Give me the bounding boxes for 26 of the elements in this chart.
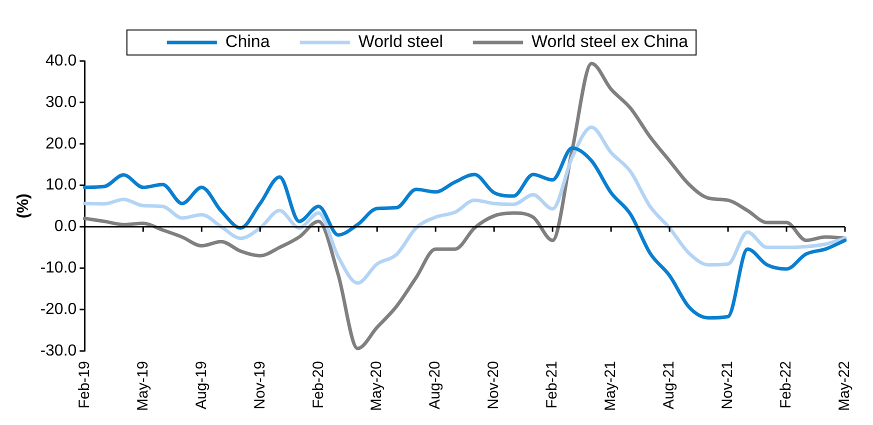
y-tick-label: 20.0 <box>46 135 77 152</box>
x-tick-label: Aug-19 <box>192 360 210 410</box>
y-tick-label: 30.0 <box>46 94 77 111</box>
x-tick-label: Feb-22 <box>778 360 795 409</box>
x-tick-label: May-19 <box>134 360 152 412</box>
legend-label: China <box>225 32 270 52</box>
y-tick-label: 40.0 <box>46 52 77 70</box>
x-tick-label: Aug-21 <box>660 360 678 410</box>
x-tick-label: Aug-20 <box>426 360 444 410</box>
x-tick-label: May-20 <box>368 360 386 412</box>
y-tick-label: 10.0 <box>46 176 77 194</box>
legend-label: World steel ex China <box>532 32 689 52</box>
x-tick-label: Nov-20 <box>485 360 502 410</box>
y-tick-label: -20.0 <box>40 300 77 318</box>
legend-label: World steel <box>358 32 444 52</box>
x-tick-label: Nov-19 <box>251 360 268 410</box>
y-tick-label: -30.0 <box>40 342 77 360</box>
x-tick-label: Feb-19 <box>76 360 93 409</box>
y-tick-label: -10.0 <box>40 260 77 277</box>
y-axis-title: (%) <box>15 194 32 218</box>
x-tick-label: May-21 <box>602 360 620 412</box>
x-tick-label: May-22 <box>836 360 854 412</box>
x-tick-label: Feb-20 <box>310 360 327 409</box>
y-tick-label: 0.0 <box>54 218 77 236</box>
x-tick-label: Feb-21 <box>544 360 561 409</box>
x-tick-label: Nov-21 <box>719 360 736 410</box>
